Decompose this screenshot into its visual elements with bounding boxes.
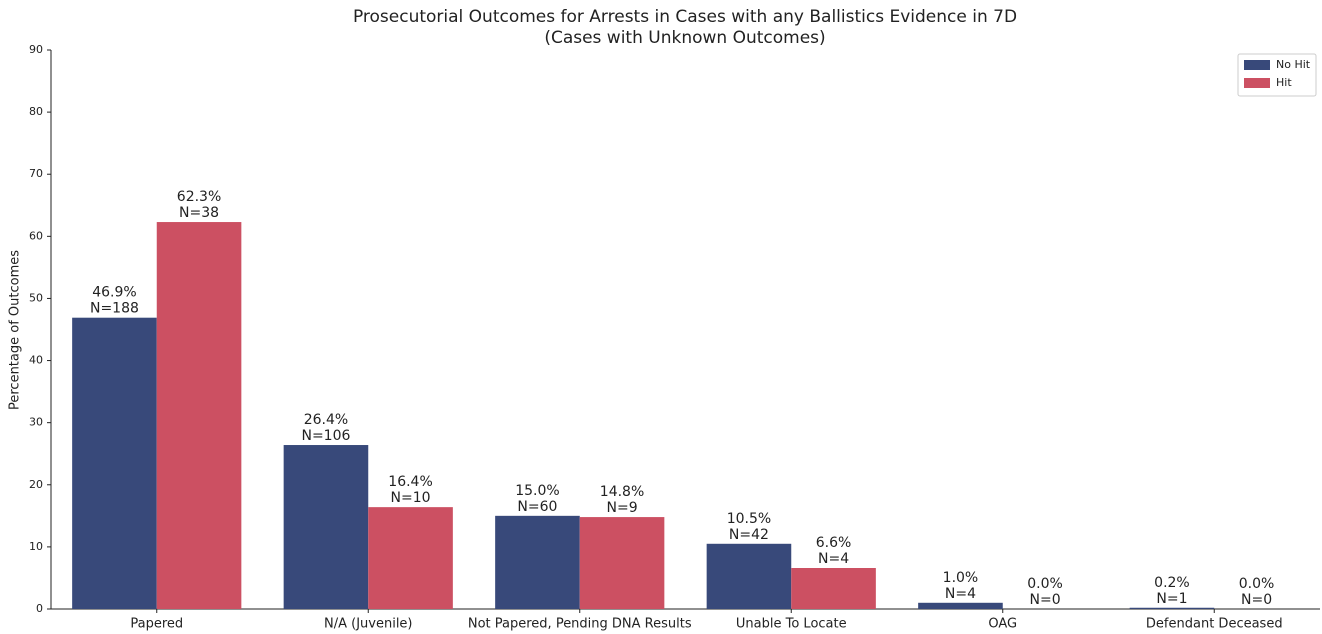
chart-subtitle: (Cases with Unknown Outcomes) bbox=[544, 28, 825, 48]
count-label: N=1 bbox=[1156, 591, 1187, 607]
legend-swatch bbox=[1244, 60, 1270, 70]
x-tick-label: Not Papered, Pending DNA Results bbox=[468, 617, 692, 632]
chart-title: Prosecutorial Outcomes for Arrests in Ca… bbox=[353, 7, 1017, 27]
value-label: 16.4% bbox=[388, 474, 432, 490]
value-label: 46.9% bbox=[92, 285, 136, 301]
y-tick-label: 40 bbox=[29, 354, 43, 367]
bar bbox=[579, 517, 665, 609]
value-label: 15.0% bbox=[515, 483, 559, 499]
value-label: 0.2% bbox=[1154, 575, 1190, 591]
value-label: 0.0% bbox=[1027, 576, 1063, 592]
legend-label: No Hit bbox=[1276, 58, 1311, 71]
bar bbox=[706, 543, 792, 609]
y-tick-label: 90 bbox=[29, 43, 43, 56]
bar bbox=[791, 568, 876, 609]
y-tick-label: 0 bbox=[36, 602, 43, 615]
y-tick-label: 80 bbox=[29, 105, 43, 118]
value-label: 26.4% bbox=[304, 412, 348, 428]
value-label: 10.5% bbox=[727, 511, 771, 527]
bar bbox=[72, 317, 157, 609]
count-label: N=106 bbox=[301, 428, 350, 444]
count-label: N=188 bbox=[90, 301, 139, 317]
bar bbox=[156, 222, 242, 609]
x-tick-label: Defendant Deceased bbox=[1146, 617, 1283, 632]
y-tick-label: 50 bbox=[29, 291, 43, 304]
legend-swatch bbox=[1244, 78, 1270, 88]
legend-label: Hit bbox=[1276, 76, 1292, 89]
bar bbox=[918, 602, 1003, 609]
count-label: N=38 bbox=[179, 205, 219, 221]
bar bbox=[1129, 607, 1215, 609]
y-tick-label: 60 bbox=[29, 229, 43, 242]
y-tick-label: 30 bbox=[29, 416, 43, 429]
count-label: N=42 bbox=[729, 527, 769, 543]
bar bbox=[368, 507, 453, 609]
x-tick-label: N/A (Juvenile) bbox=[324, 617, 413, 632]
value-label: 14.8% bbox=[600, 484, 644, 500]
y-tick-label: 20 bbox=[29, 478, 43, 491]
count-label: N=4 bbox=[818, 551, 849, 567]
bar bbox=[495, 515, 580, 609]
value-label: 0.0% bbox=[1239, 576, 1275, 592]
value-label: 1.0% bbox=[943, 570, 979, 586]
count-label: N=4 bbox=[945, 586, 976, 602]
bar bbox=[283, 445, 369, 609]
count-label: N=60 bbox=[517, 499, 557, 515]
value-label: 62.3% bbox=[177, 189, 221, 205]
count-label: N=0 bbox=[1241, 592, 1272, 608]
y-axis-label: Percentage of Outcomes bbox=[8, 250, 23, 410]
count-label: N=0 bbox=[1029, 592, 1060, 608]
y-tick-label: 10 bbox=[29, 540, 43, 553]
count-label: N=9 bbox=[606, 500, 637, 516]
value-label: 6.6% bbox=[816, 535, 852, 551]
y-tick-label: 70 bbox=[29, 167, 43, 180]
x-tick-label: OAG bbox=[988, 617, 1017, 632]
count-label: N=10 bbox=[391, 490, 431, 506]
x-tick-label: Papered bbox=[130, 617, 183, 632]
x-tick-label: Unable To Locate bbox=[736, 617, 847, 632]
